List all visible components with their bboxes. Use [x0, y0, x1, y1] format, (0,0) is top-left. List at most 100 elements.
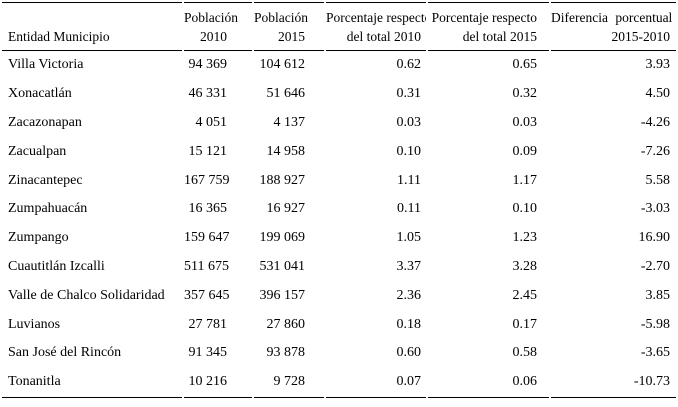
cell-poblacion-2015: 27 860: [266, 316, 306, 332]
cell-poblacion-2015: 531 041: [259, 258, 306, 274]
cell-porcentaje-total-2015: 1.17: [512, 172, 538, 188]
cell-poblacion-2015: 188 927: [259, 172, 306, 188]
table-body: Villa Victoria 94 369 104 612 0.62 0.65 …: [2, 51, 676, 398]
cell-porcentaje-total-2010: 0.03: [396, 114, 422, 130]
cell-diferencia-porcentual: 3.93: [645, 57, 671, 73]
header-line1: Población: [254, 10, 308, 25]
col-header-diferencia-porcentual: Diferencia porcentual 2015-2010: [551, 2, 676, 51]
cell-municipio: Cuautitlán Izcalli: [8, 258, 105, 274]
table-row: Valle de Chalco Solidaridad 357 645 396 …: [2, 281, 676, 310]
cell-poblacion-2010: 15 121: [188, 143, 228, 159]
table-row: Xonacatlán 46 331 51 646 0.31 0.32 4.50: [2, 80, 676, 109]
cell-porcentaje-total-2015: 2.45: [512, 287, 538, 303]
table-row: Zinacantepec 167 759 188 927 1.11 1.17 5…: [2, 166, 676, 195]
cell-municipio: Zumpahuacán: [8, 201, 88, 217]
cell-porcentaje-total-2015: 0.03: [512, 114, 538, 130]
header-line2: 2015: [278, 29, 305, 44]
cell-diferencia-porcentual: -10.73: [551, 368, 676, 398]
cell-poblacion-2010: 511 675: [184, 258, 229, 274]
table-row: Zumpahuacán 16 365 16 927 0.11 0.10 -3.0…: [2, 195, 676, 224]
cell-poblacion-2015: 4 137: [273, 114, 306, 130]
cell-porcentaje-total-2010: 0.07: [326, 368, 426, 398]
cell-poblacion-2010: 91 345: [188, 345, 228, 361]
cell-municipio: Zacualpan: [8, 143, 67, 159]
header-line1: Porcentaje respecto: [431, 10, 537, 25]
cell-municipio: Villa Victoria: [8, 57, 84, 73]
cell-diferencia-porcentual: -4.26: [640, 114, 670, 130]
cell-porcentaje-total-2010: 0.11: [397, 201, 421, 217]
cell-poblacion-2015: 9 728: [254, 368, 324, 398]
header-line2: 2010: [200, 29, 227, 44]
table-row: Tonanitla 10 216 9 728 0.07 0.06 -10.73: [2, 368, 676, 398]
cell-poblacion-2015: 93 878: [266, 345, 306, 361]
cell-poblacion-2015: 104 612: [259, 57, 306, 73]
cell-diferencia-porcentual: -2.70: [640, 258, 670, 274]
cell-porcentaje-total-2010: 2.36: [396, 287, 422, 303]
header-row: Entidad Municipio Población 2010 Poblaci…: [2, 2, 676, 51]
header-line2: 2015-2010: [611, 29, 671, 44]
cell-porcentaje-total-2015: 0.06: [428, 368, 549, 398]
cell-diferencia-porcentual: 16.90: [638, 230, 671, 246]
cell-poblacion-2010: 10 216: [184, 368, 252, 398]
cell-poblacion-2010: 167 759: [184, 172, 230, 188]
cell-municipio: Tonanitla: [2, 368, 182, 398]
cell-municipio: Zinacantepec: [8, 172, 83, 188]
cell-municipio: Xonacatlán: [8, 86, 72, 102]
table-row: Villa Victoria 94 369 104 612 0.62 0.65 …: [2, 51, 676, 80]
cell-municipio: Valle de Chalco Solidaridad: [8, 287, 165, 303]
cell-porcentaje-total-2015: 0.10: [512, 201, 538, 217]
cell-municipio: Zacazonapan: [8, 114, 82, 130]
cell-poblacion-2015: 396 157: [259, 287, 306, 303]
cell-porcentaje-total-2015: 3.28: [512, 258, 538, 274]
cell-porcentaje-total-2015: 1.23: [512, 230, 538, 246]
table-row: Cuautitlán Izcalli 511 675 531 041 3.37 …: [2, 253, 676, 282]
cell-diferencia-porcentual: -3.03: [640, 201, 670, 217]
col-header-porcentaje-total-2010: Porcentaje respecto del total 2010: [326, 2, 426, 51]
cell-diferencia-porcentual: 3.85: [645, 287, 671, 303]
header-line1: Diferencia porcentual: [551, 10, 673, 25]
cell-porcentaje-total-2010: 1.05: [396, 230, 422, 246]
cell-poblacion-2010: 94 369: [188, 57, 228, 73]
cell-porcentaje-total-2010: 0.60: [396, 345, 422, 361]
cell-poblacion-2010: 46 331: [188, 86, 228, 102]
cell-poblacion-2015: 16 927: [266, 201, 306, 217]
cell-diferencia-porcentual: -7.26: [640, 143, 670, 159]
table-row: San José del Rincón 91 345 93 878 0.60 0…: [2, 339, 676, 368]
cell-porcentaje-total-2010: 0.62: [396, 57, 422, 73]
cell-porcentaje-total-2010: 3.37: [396, 258, 422, 274]
table-row: Luvianos 27 781 27 860 0.18 0.17 -5.98: [2, 310, 676, 339]
cell-porcentaje-total-2015: 0.09: [512, 143, 538, 159]
cell-municipio: San José del Rincón: [8, 345, 122, 361]
col-header-porcentaje-total-2015: Porcentaje respecto del total 2015: [428, 2, 549, 51]
cell-porcentaje-total-2010: 0.18: [396, 316, 422, 332]
cell-diferencia-porcentual: -3.65: [640, 345, 670, 361]
cell-poblacion-2010: 4 051: [195, 114, 228, 130]
cell-porcentaje-total-2015: 0.65: [512, 57, 538, 73]
cell-poblacion-2015: 199 069: [259, 230, 306, 246]
cell-diferencia-porcentual: -5.98: [640, 316, 670, 332]
cell-poblacion-2010: 27 781: [188, 316, 228, 332]
cell-porcentaje-total-2010: 1.11: [397, 172, 421, 188]
col-header-entidad-municipio: Entidad Municipio: [2, 2, 182, 51]
cell-porcentaje-total-2010: 0.10: [396, 143, 422, 159]
cell-municipio: Zumpango: [8, 230, 69, 246]
cell-poblacion-2010: 16 365: [188, 201, 228, 217]
table-row: Zacazonapan 4 051 4 137 0.03 0.03 -4.26: [2, 109, 676, 138]
table-row: Zumpango 159 647 199 069 1.05 1.23 16.90: [2, 224, 676, 253]
cell-diferencia-porcentual: 5.58: [645, 172, 671, 188]
table-header: Entidad Municipio Población 2010 Poblaci…: [2, 2, 676, 51]
header-line2: del total 2010: [346, 29, 421, 44]
header-line1: Porcentaje respecto: [326, 10, 426, 25]
cell-poblacion-2015: 14 958: [266, 143, 306, 159]
header-line2: del total 2015: [462, 29, 537, 44]
cell-porcentaje-total-2015: 0.17: [512, 316, 538, 332]
cell-municipio: Luvianos: [8, 316, 61, 332]
col-header-poblacion-2015: Población 2015: [254, 2, 324, 51]
cell-poblacion-2010: 357 645: [184, 287, 230, 303]
table-row: Zacualpan 15 121 14 958 0.10 0.09 -7.26: [2, 137, 676, 166]
cell-poblacion-2010: 159 647: [184, 230, 230, 246]
header-line1: Población: [184, 10, 238, 25]
cell-diferencia-porcentual: 4.50: [645, 86, 671, 102]
cell-poblacion-2015: 51 646: [266, 86, 306, 102]
col-header-poblacion-2010: Población 2010: [184, 2, 252, 51]
